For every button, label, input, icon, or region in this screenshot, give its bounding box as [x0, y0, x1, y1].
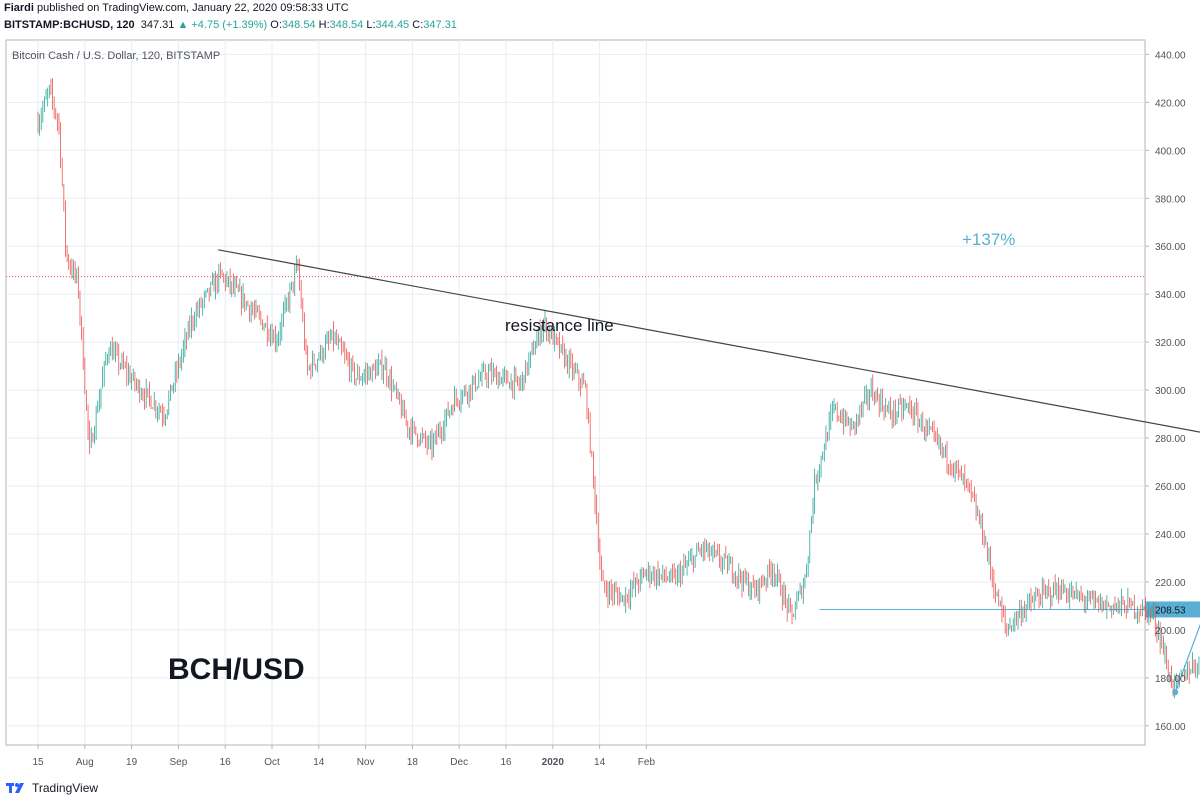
- chart-header: Fiardi published on TradingView.com, Jan…: [0, 0, 1200, 36]
- y-tick-label: 200.00: [1155, 626, 1186, 637]
- x-tick-label: 16: [220, 757, 232, 768]
- x-tick-label: Feb: [638, 757, 656, 768]
- x-tick-label: 15: [32, 757, 44, 768]
- y-tick-label: 440.00: [1155, 50, 1186, 61]
- big-symbol-label: BCH/USD: [168, 653, 305, 686]
- resistance-label: resistance line: [505, 316, 614, 335]
- y-tick-label: 260.00: [1155, 482, 1186, 493]
- drawing-overlays: [218, 249, 1200, 696]
- chart-labels: Bitcoin Cash / U.S. Dollar, 120, BITSTAM…: [12, 50, 1015, 686]
- footer-branding[interactable]: TradingView: [6, 778, 98, 798]
- price-change: ▲ +4.75 (+1.39%): [177, 19, 268, 31]
- x-tick-label: 16: [500, 757, 512, 768]
- high-value: 348.54: [329, 19, 364, 31]
- open-value: 348.54: [281, 19, 316, 31]
- price-chart[interactable]: 208.53 160.00 180.00 200.00 220.00 240.00 260…: [0, 0, 1200, 775]
- x-tick-label: 14: [594, 757, 606, 768]
- gain-label: +137%: [962, 230, 1015, 249]
- plot-frame: [5, 39, 1146, 746]
- price-levels: 208.53: [6, 276, 1200, 618]
- y-tick-label: 160.00: [1155, 722, 1186, 733]
- x-tick-label: Nov: [357, 757, 375, 768]
- y-tick-label: 380.00: [1155, 194, 1186, 205]
- y-tick-label: 360.00: [1155, 242, 1186, 253]
- tradingview-brand-text: TradingView: [32, 781, 99, 795]
- candlestick-series: [37, 78, 1200, 699]
- y-tick-label: 240.00: [1155, 530, 1186, 541]
- x-tick-label: 14: [313, 757, 325, 768]
- x-tick-label: Aug: [76, 757, 94, 768]
- horizontal-level-label: 208.53: [1155, 605, 1186, 616]
- chart-axes: 160.00 180.00 200.00 220.00 240.00 260.00 280.…: [6, 50, 1186, 768]
- y-tick-label: 340.00: [1155, 290, 1186, 301]
- y-tick-label: 300.00: [1155, 386, 1186, 397]
- symbol-label: BITSTAMP:BCHUSD, 120: [4, 19, 135, 31]
- published-text: published on TradingView.com, January 22…: [37, 2, 349, 14]
- y-tick-label: 220.00: [1155, 578, 1186, 589]
- x-tick-label: 2020: [542, 757, 565, 768]
- low-label: L:: [366, 19, 376, 31]
- y-tick-label: 400.00: [1155, 146, 1186, 157]
- x-tick-label: 19: [126, 757, 138, 768]
- high-label: H:: [318, 19, 330, 31]
- y-tick-label: 420.00: [1155, 98, 1186, 109]
- chart-grid: [5, 39, 1146, 746]
- x-tick-label: Sep: [170, 757, 188, 768]
- last-price: 347.31: [140, 19, 175, 31]
- y-tick-label: 320.00: [1155, 338, 1186, 349]
- x-tick-label: Dec: [450, 757, 468, 768]
- x-tick-label: 18: [407, 757, 419, 768]
- x-tick-label: Oct: [264, 757, 280, 768]
- author-name[interactable]: Fiardi: [4, 2, 34, 14]
- y-tick-label: 280.00: [1155, 434, 1186, 445]
- gain-arrow-start: [1172, 689, 1179, 696]
- symbol-info: BITSTAMP:BCHUSD, 120 347.31 ▲ +4.75 (+1.…: [4, 19, 457, 31]
- low-value: 344.45: [375, 19, 410, 31]
- publish-info: Fiardi published on TradingView.com, Jan…: [4, 2, 349, 14]
- horizontal-level-tag: [1145, 601, 1200, 618]
- tradingview-logo-icon: [6, 783, 24, 793]
- chart-title: Bitcoin Cash / U.S. Dollar, 120, BITSTAM…: [12, 50, 220, 62]
- open-label: O:: [270, 19, 282, 31]
- y-tick-label: 180.00: [1155, 674, 1186, 685]
- resistance-line: [218, 249, 1200, 433]
- close-value: 347.31: [423, 19, 457, 31]
- close-label: C:: [412, 19, 424, 31]
